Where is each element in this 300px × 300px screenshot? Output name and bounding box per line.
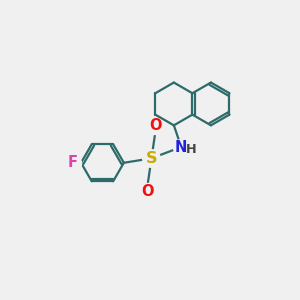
Text: N: N (175, 140, 188, 154)
Text: S: S (146, 151, 157, 166)
Text: O: O (149, 118, 161, 133)
Text: F: F (68, 155, 78, 170)
Text: H: H (186, 143, 197, 156)
Text: O: O (142, 184, 154, 199)
